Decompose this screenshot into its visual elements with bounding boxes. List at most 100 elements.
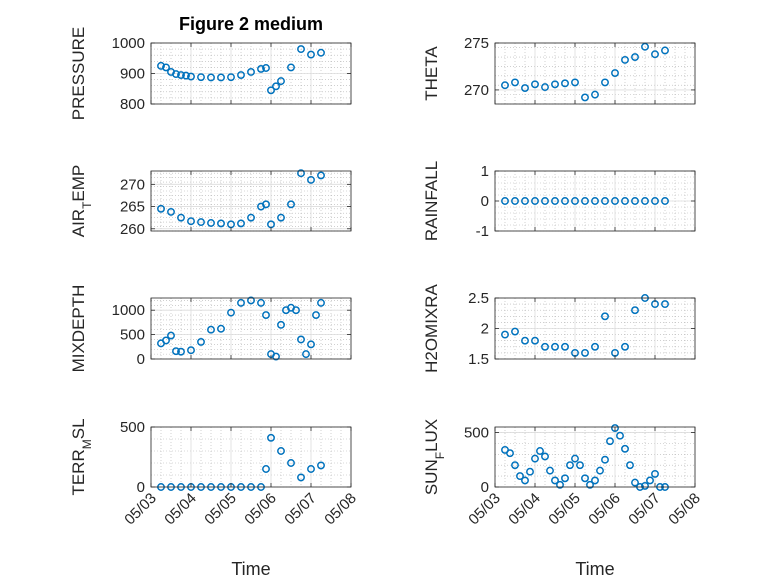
data-point	[307, 465, 315, 473]
data-point	[601, 455, 609, 464]
data-point	[621, 342, 629, 351]
data-point	[511, 461, 519, 470]
data-point	[272, 352, 280, 361]
xtick-label: 05/08	[321, 490, 360, 529]
data-point	[586, 480, 594, 489]
data-point	[287, 200, 295, 209]
data-point	[536, 447, 544, 455]
data-point	[262, 311, 270, 320]
xtick-label: 05/04	[505, 490, 544, 529]
data-point	[197, 73, 205, 82]
ytick-label: 500	[464, 424, 489, 441]
data-point	[217, 219, 225, 228]
panel-theta: 270 275 THETA	[422, 35, 696, 105]
data-point	[571, 454, 579, 463]
data-point	[591, 197, 599, 205]
ytick-label: 0	[137, 479, 145, 496]
data-point	[237, 219, 245, 228]
data-point	[162, 63, 170, 72]
data-point	[511, 78, 519, 87]
data-point	[651, 50, 659, 59]
data-point	[541, 342, 549, 351]
data-point	[506, 449, 514, 458]
data-point	[317, 298, 325, 307]
ylabel-part: SL	[69, 418, 88, 439]
data-point	[307, 50, 315, 59]
ytick-label: 1.5	[468, 351, 489, 368]
data-point	[631, 478, 639, 487]
data-point	[257, 298, 265, 307]
data-point	[551, 80, 559, 89]
data-point	[277, 77, 285, 86]
data-point	[217, 73, 225, 82]
data-point	[581, 474, 589, 483]
data-point	[531, 454, 539, 463]
ytick-label: 500	[120, 419, 145, 436]
axes-box	[150, 170, 352, 232]
xtick-label: 05/08	[665, 490, 704, 529]
data-point	[187, 346, 195, 355]
data-point	[237, 298, 245, 307]
data-point	[661, 300, 669, 309]
ytick-label: 2	[481, 321, 489, 338]
data-point	[267, 86, 275, 95]
data-point	[591, 476, 599, 485]
data-point	[187, 217, 195, 226]
data-point	[611, 424, 619, 433]
ytick-label: 0	[481, 193, 489, 210]
data-point	[556, 480, 564, 489]
ytick-label: 0	[137, 351, 145, 368]
ylabel: RAINFALL	[422, 161, 441, 241]
data-point	[616, 431, 624, 440]
data-point	[521, 84, 529, 92]
data-point	[247, 68, 255, 76]
data-point	[262, 465, 270, 473]
data-point	[177, 213, 185, 222]
data-point	[511, 327, 519, 336]
xtick-label: 05/06	[241, 490, 280, 529]
data-point	[571, 78, 579, 87]
data-point	[531, 336, 539, 345]
ytick-label: 270	[120, 176, 145, 193]
data-point	[561, 197, 569, 205]
data-point	[162, 336, 170, 345]
data-point	[591, 90, 599, 99]
data-point	[631, 197, 639, 205]
data-point	[641, 197, 649, 205]
data-point	[287, 459, 295, 467]
ylabel: MIXDEPTH	[69, 285, 88, 373]
data-point	[297, 169, 305, 178]
ytick-label: 270	[464, 82, 489, 99]
data-point	[551, 342, 559, 351]
data-point	[262, 64, 270, 72]
data-point	[257, 64, 265, 73]
data-point	[307, 175, 315, 184]
axes-box	[150, 426, 352, 488]
data-point	[227, 308, 235, 317]
data-point	[501, 81, 509, 90]
data-point	[561, 342, 569, 351]
data-point	[277, 213, 285, 222]
data-point	[621, 55, 629, 64]
data-point	[566, 461, 574, 470]
panel-rainfall: -1 0 1 RAINFALL	[422, 161, 696, 241]
data-point	[292, 306, 300, 315]
ylabel-part: TERR	[69, 449, 88, 495]
data-point	[601, 197, 609, 205]
data-point	[626, 461, 634, 470]
ytick-label: 1000	[112, 35, 145, 52]
data-point	[317, 171, 325, 180]
data-point	[631, 53, 639, 62]
axes-box	[494, 426, 696, 488]
data-point	[312, 311, 320, 320]
data-point	[571, 197, 579, 205]
axes-box	[494, 42, 696, 105]
xtick-label: 05/05	[201, 490, 240, 529]
ytick-label: 0	[481, 479, 489, 496]
data-point	[631, 306, 639, 315]
ylabel-part: AIR	[69, 209, 88, 237]
data-point	[601, 78, 609, 87]
ytick-label: 900	[120, 66, 145, 83]
